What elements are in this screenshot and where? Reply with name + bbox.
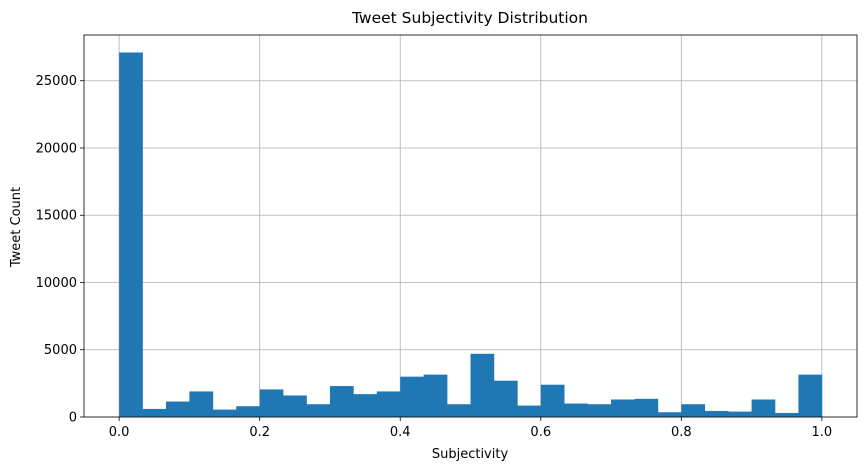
y-tick-label: 0 [69, 411, 77, 426]
x-tick-label: 0.4 [390, 425, 411, 440]
histogram-bar [540, 384, 565, 417]
histogram-bar [119, 52, 143, 418]
y-tick-label: 20000 [36, 141, 77, 156]
histogram-bar [353, 394, 378, 417]
histogram-bar [447, 404, 471, 417]
histogram-bar [493, 380, 518, 417]
x-tick-label: 1.0 [812, 425, 833, 440]
histogram-bar [376, 391, 401, 417]
y-tick-label: 25000 [36, 74, 77, 89]
histogram-bar [728, 411, 752, 417]
histogram-bar [189, 391, 214, 417]
histogram-bar [798, 374, 823, 417]
y-axis-ticks: 0 5000 10000 15000 20000 25000 [36, 74, 84, 426]
histogram-bar [329, 386, 354, 417]
histogram-bar [423, 374, 448, 417]
histogram-bar [306, 404, 331, 417]
histogram-bar [611, 399, 635, 417]
histogram-bar [470, 353, 495, 417]
chart-title: Tweet Subjectivity Distribution [351, 9, 588, 27]
y-axis-label: Tweet Count [9, 187, 24, 268]
x-axis-ticks: 0.0 0.2 0.4 0.6 0.8 1.0 [109, 417, 832, 440]
x-tick-label: 0.8 [671, 425, 692, 440]
histogram-bar [564, 403, 588, 417]
plot-frame [83, 34, 858, 418]
histogram-bar [681, 404, 706, 417]
histogram-bar [142, 408, 167, 417]
histogram-bar [517, 405, 542, 417]
histogram-bar [236, 406, 260, 417]
histogram-bar [657, 412, 682, 417]
histogram-bar [400, 376, 424, 417]
histogram-bar [775, 412, 799, 417]
histogram-bar [751, 399, 776, 417]
histogram-bars [119, 52, 823, 418]
histogram-bar [704, 410, 729, 417]
histogram-bar [587, 404, 612, 417]
y-tick-label: 15000 [36, 209, 77, 224]
y-tick-label: 5000 [44, 343, 77, 358]
histogram-bar [212, 409, 237, 417]
x-tick-label: 0.0 [109, 425, 130, 440]
y-tick-label: 10000 [36, 276, 77, 291]
histogram-bar [634, 398, 659, 417]
histogram-bar [259, 389, 284, 417]
x-tick-label: 0.6 [530, 425, 551, 440]
histogram-bar [165, 401, 190, 417]
x-tick-label: 0.2 [249, 425, 270, 440]
x-axis-label: Subjectivity [432, 447, 509, 462]
histogram-bar [283, 395, 307, 417]
